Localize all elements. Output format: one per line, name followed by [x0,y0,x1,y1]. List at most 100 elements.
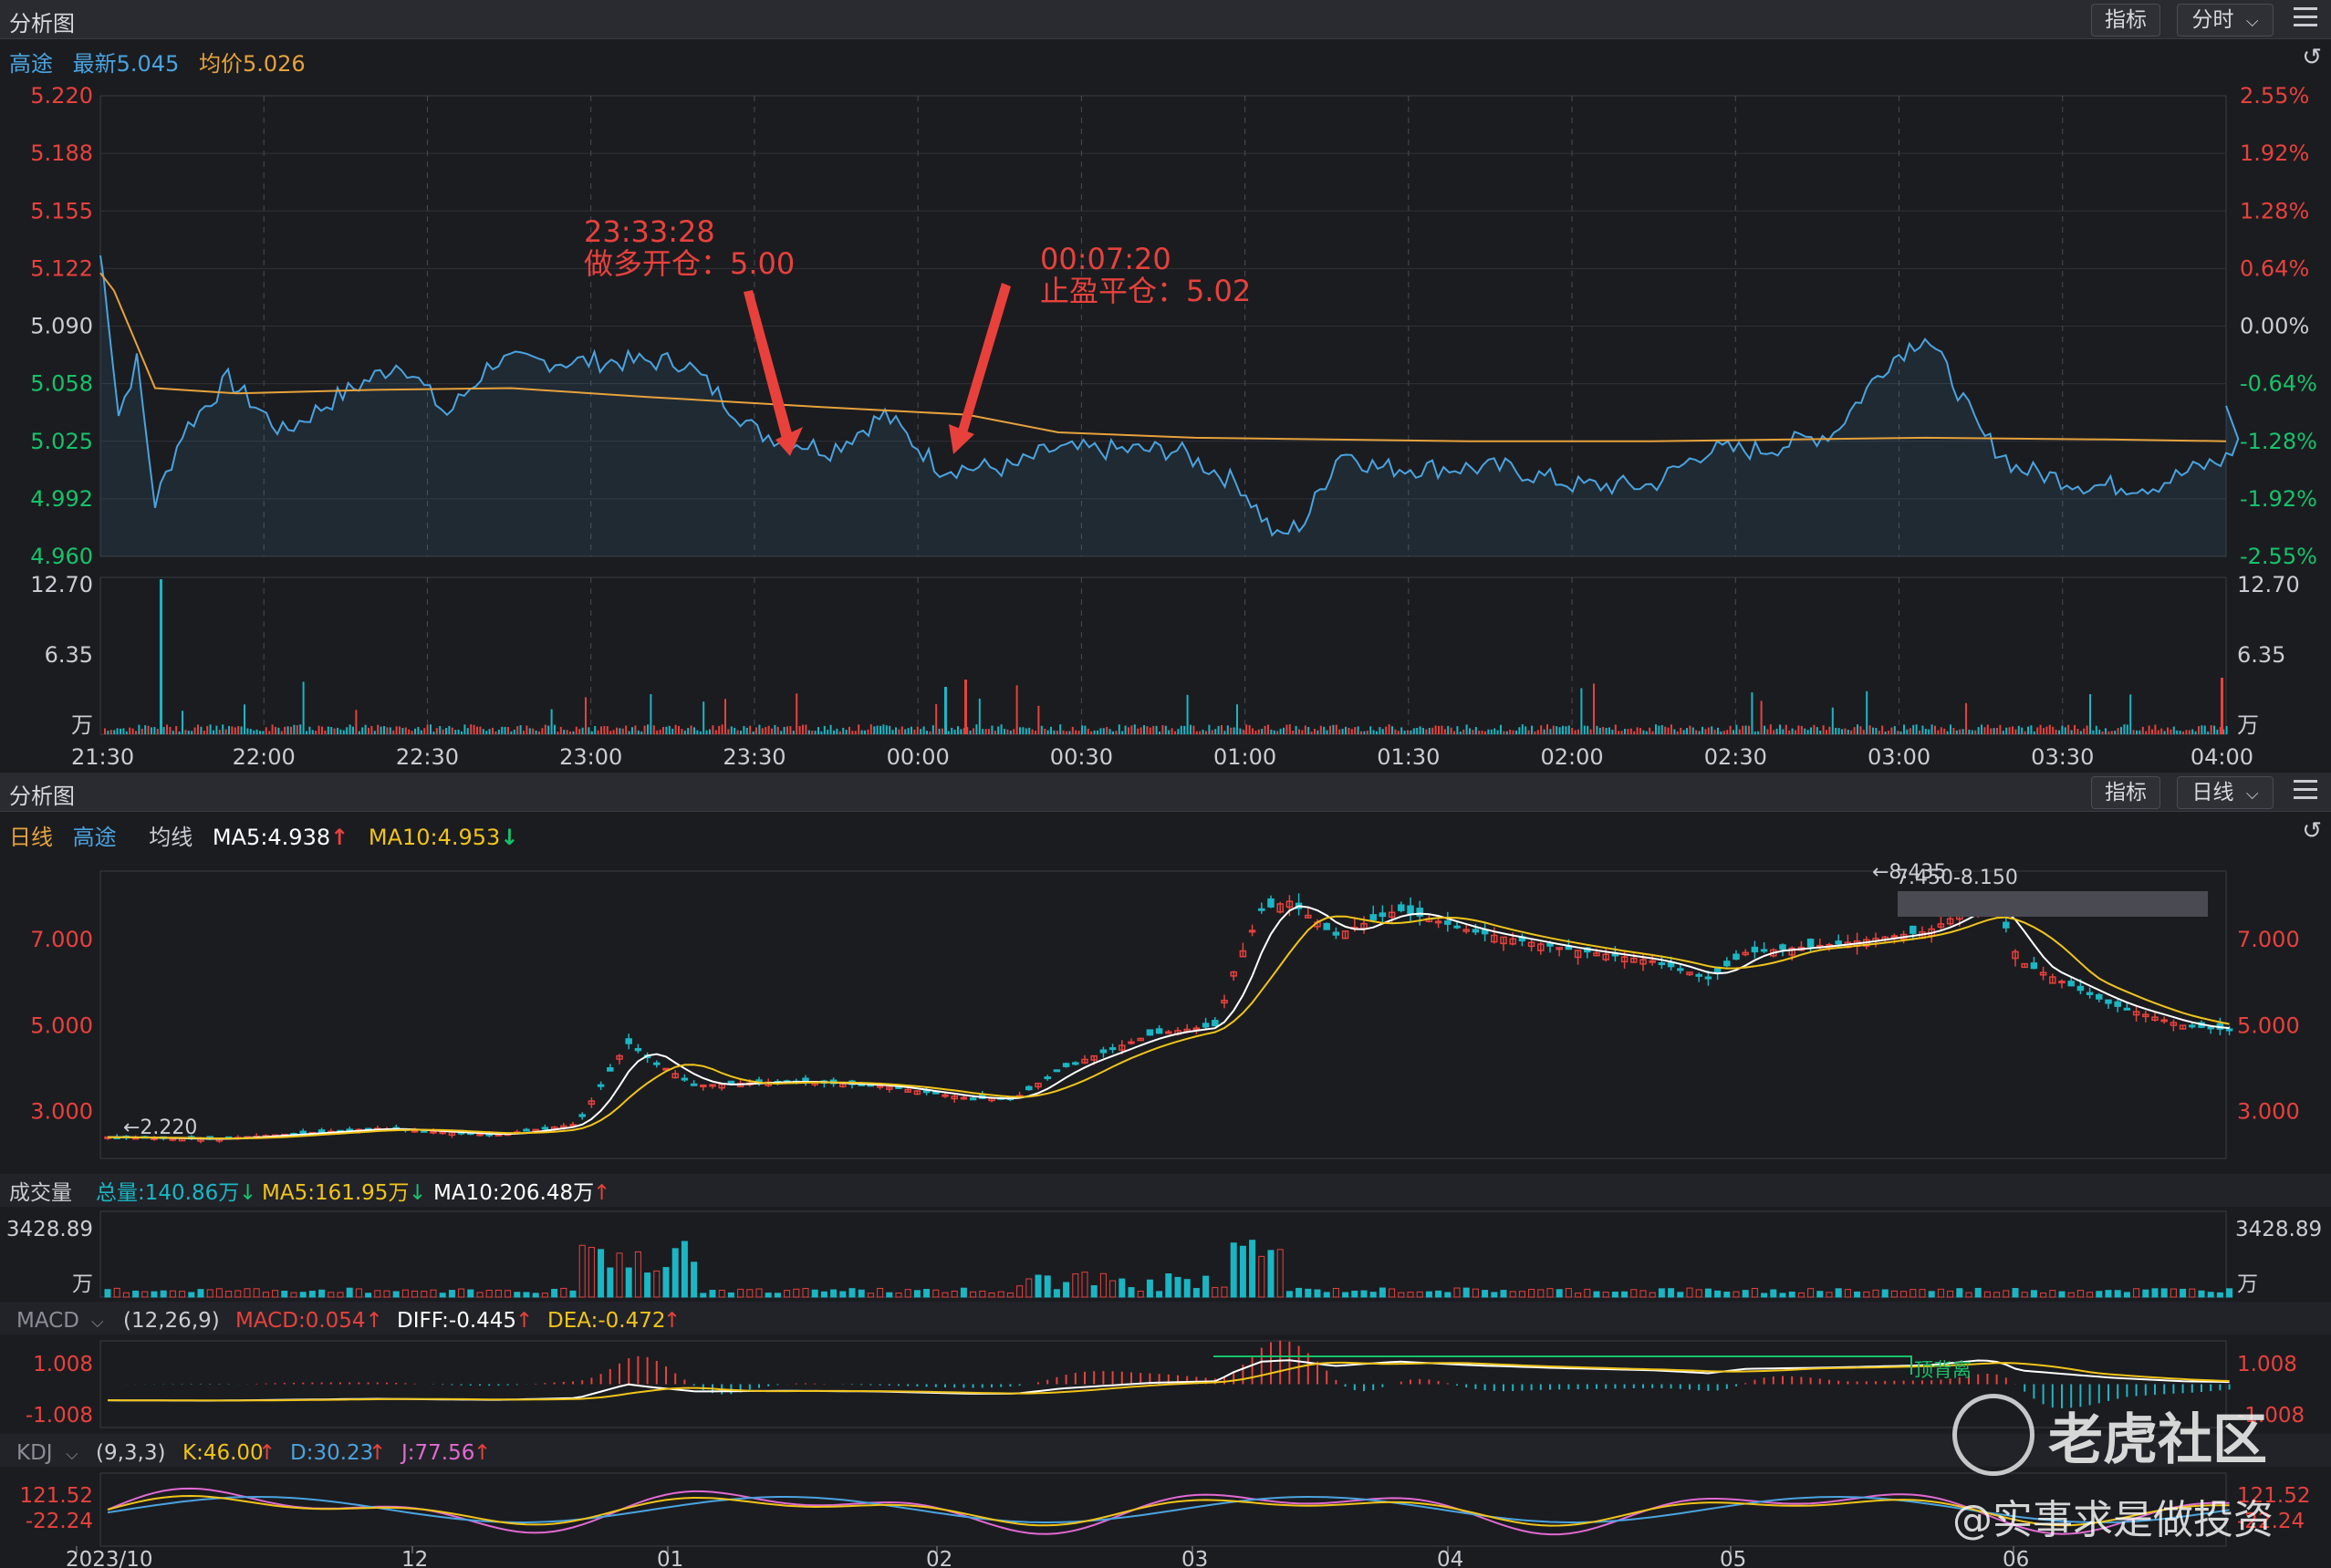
volume-sub-bar [113,1287,120,1298]
volume-bar [2213,725,2215,734]
volume-bar [911,726,912,734]
macd-tick-left: -1.008 [26,1404,93,1428]
volume-sub-bar [1751,1288,1758,1298]
candle-body [1248,929,1256,933]
volume-bar [1279,728,1282,734]
volume-bar [1760,701,1763,734]
period-select-label: 分时 [2191,8,2234,32]
volume-bar [1341,728,1344,734]
price-tick-right: 0.64% [2240,255,2309,281]
volume-ma10: MA10:206.48万 [433,1181,594,1205]
volume-bar [1316,730,1319,734]
volume-bar [1416,728,1419,734]
volume-sub-bar [737,1288,744,1298]
volume-bar [2126,724,2128,734]
volume-bar [1899,731,1902,734]
ma5-value: MA5:4.938↑ [212,825,349,850]
volume-bar [2027,726,2029,734]
volume-bar [523,731,525,734]
indicator-button[interactable]: 指标 [2091,4,2160,36]
volume-bar [404,727,407,734]
volume-bar [1549,729,1552,734]
candle-body [1444,920,1452,925]
volume-bar [1376,731,1378,734]
candle-body [1305,914,1312,919]
candle-body [541,1127,549,1130]
volume-bar [519,725,522,734]
reset-icon[interactable]: ↺ [2302,44,2322,71]
volume-sub-bar [281,1290,288,1298]
volume-bar [1236,704,1238,734]
volume-sub-bar [1965,1292,1972,1298]
volume-bar [408,729,411,734]
volume-bar [191,731,193,734]
daily-chart[interactable]: 7.000 7.000 5.000 5.000 3.000 3.000 ←2.220 ←8.4… [0,853,2331,1568]
volume-bar [823,725,826,734]
candle-body [1574,950,1582,959]
intraday-chart[interactable]: 5.220 2.55% 5.188 1.92% 5.155 1.28% 5.122 0.64%… [0,82,2331,766]
candle-body [2170,1022,2178,1026]
volume-bar [162,727,165,734]
volume-bar [1348,728,1350,734]
volume-bar [109,730,112,734]
candle-body [1323,922,1330,930]
volume-bar [1391,726,1393,734]
ma5-line [107,905,2230,1140]
volume-bar [197,724,199,734]
volume-bar [1319,725,1322,734]
volume-sub-bar [1556,1289,1563,1298]
menu-icon-2[interactable] [2294,780,2317,802]
volume-bar [1704,729,1707,734]
volume-bar [1775,728,1778,734]
volume-bar [485,731,488,734]
volume-sub-bar [886,1292,893,1298]
date-tick: 03 [1181,1548,1208,1568]
volume-bar [1329,725,1331,734]
volume-bar [1412,728,1415,734]
volume-bar [1190,724,1192,734]
volume-bar [736,730,739,734]
menu-icon[interactable] [2294,7,2317,29]
volume-bar [1214,729,1217,734]
volume-bar [829,724,832,734]
volume-sub-bar [262,1292,269,1298]
macd-dea: DEA:-0.472 [547,1309,665,1333]
candle-body [1788,947,1795,956]
candle-body [951,1096,958,1100]
volume-bar [218,730,221,734]
volume-bar [1139,727,1142,734]
volume-bar [1195,731,1198,734]
volume-bar [1283,727,1285,734]
indicator-button-2[interactable]: 指标 [2091,776,2160,809]
volume-bar [445,728,447,734]
period-select-button-2[interactable]: 日线 ⌵ [2177,776,2274,809]
volume-bar [1764,725,1765,734]
volume-bar [671,728,674,734]
volume-bar [827,729,829,734]
volume-bar [2148,725,2150,734]
vol-unit-left: 万 [72,1272,93,1296]
volume-bar [172,731,174,734]
volume-bar [1993,728,1995,734]
volume-bar [1822,725,1825,734]
volume-bar [1462,729,1465,734]
volume-sub-bar [308,1291,316,1298]
volume-bar [1543,729,1545,734]
candle-body [1835,940,1842,945]
period-select-button[interactable]: 分时 ⌵ [2177,4,2274,36]
volume-bar [1583,725,1586,734]
volume-bar [306,731,307,734]
reset-icon-2[interactable]: ↺ [2302,817,2322,845]
kline-tick-right: 7.000 [2237,927,2300,952]
volume-bar [2107,731,2110,734]
volume-bar [765,727,767,734]
volume-bar [1410,730,1412,734]
volume-bar [1676,731,1679,734]
volume-sub-bar [2123,1292,2130,1298]
volume-bar [2024,731,2026,734]
volume-bar [1598,727,1601,734]
volume-bar [1490,729,1493,734]
volume-sub-bar [2067,1292,2075,1298]
volume-bar [652,725,655,734]
volume-bar [1940,727,1942,734]
